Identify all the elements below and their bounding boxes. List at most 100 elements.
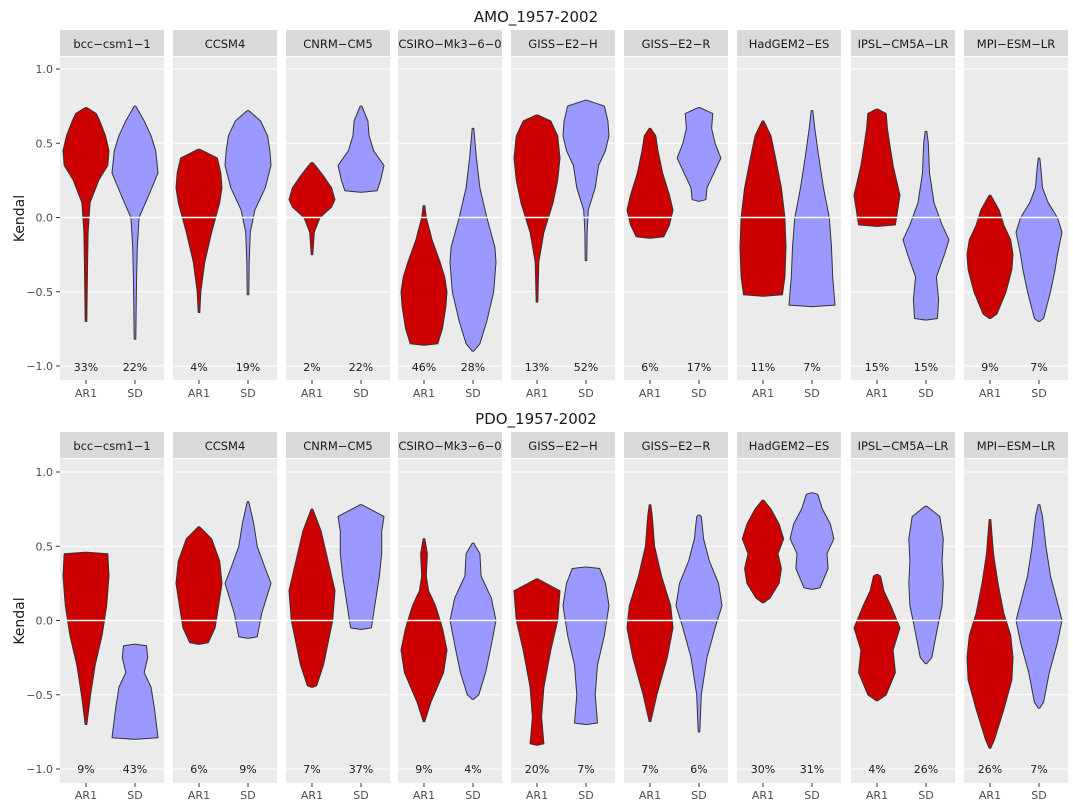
percent-label: 11%	[751, 361, 775, 374]
facet-label: CNRM−CM5	[303, 439, 372, 453]
x-tick-label: AR1	[301, 387, 323, 400]
y-tick-label: −1.0	[26, 763, 53, 776]
facet-strip	[173, 30, 277, 56]
x-tick-label: SD	[691, 789, 706, 802]
x-tick-label: AR1	[413, 789, 435, 802]
violin-ar1	[175, 148, 223, 313]
facet-label: bcc−csm1−1	[73, 37, 150, 51]
percent-label: 26%	[914, 763, 938, 776]
x-tick-label: AR1	[752, 387, 774, 400]
x-tick-label: AR1	[301, 789, 323, 802]
violin-ar1	[853, 108, 901, 227]
x-tick-label: SD	[465, 387, 480, 400]
x-tick-label: SD	[353, 789, 368, 802]
percent-label: 20%	[525, 763, 549, 776]
percent-label: 6%	[190, 763, 207, 776]
violin-sd	[337, 504, 385, 630]
facet-label: CCSM4	[205, 37, 246, 51]
facet-label: IPSL−CM5A−LR	[858, 439, 949, 453]
percent-label: 15%	[914, 361, 938, 374]
facet-strip	[286, 30, 390, 56]
facet-strip	[624, 30, 728, 56]
percent-label: 9%	[981, 361, 998, 374]
percent-label: 17%	[687, 361, 711, 374]
x-tick-label: AR1	[526, 387, 548, 400]
x-tick-label: AR1	[752, 789, 774, 802]
violin-ar1	[853, 574, 901, 702]
y-tick-label: 0.5	[36, 137, 54, 150]
facet-strip	[173, 432, 277, 458]
facet-label: MPI−ESM−LR	[977, 439, 1055, 453]
violin-ar1	[400, 538, 448, 722]
violin-ar1	[741, 499, 785, 604]
x-tick-label: SD	[804, 387, 819, 400]
percent-label: 37%	[349, 763, 373, 776]
chart-title: AMO_1957-2002	[474, 8, 598, 27]
facet-strip	[737, 30, 841, 56]
violin-ar1	[400, 205, 448, 346]
facet-strip	[398, 30, 502, 56]
violin-sd	[676, 107, 722, 202]
percent-label: 7%	[303, 763, 320, 776]
x-tick-label: AR1	[866, 387, 888, 400]
facet-strip	[851, 432, 955, 458]
facet-label: HadGEM2−ES	[749, 37, 830, 51]
percent-label: 4%	[190, 361, 207, 374]
facet-label: GISS−E2−R	[642, 37, 711, 51]
facet-label: CSIRO−Mk3−6−0	[398, 37, 501, 51]
percent-label: 6%	[641, 361, 658, 374]
facet-label: CCSM4	[205, 439, 246, 453]
x-tick-label: SD	[353, 387, 368, 400]
violin-ar1	[62, 551, 110, 725]
x-tick-label: AR1	[639, 789, 661, 802]
violin-ar1	[513, 114, 561, 303]
percent-label: 4%	[464, 763, 481, 776]
y-axis-label: Kendal	[12, 597, 28, 644]
percent-label: 15%	[865, 361, 889, 374]
y-tick-label: −0.5	[26, 286, 53, 299]
facet-label: GISS−E2−H	[528, 37, 597, 51]
y-tick-label: −0.5	[26, 689, 53, 702]
violin-ar1	[966, 194, 1014, 319]
percent-label: 7%	[1030, 361, 1047, 374]
x-tick-label: SD	[578, 387, 593, 400]
violin-sd	[224, 110, 272, 296]
facet-label: bcc−csm1−1	[73, 439, 150, 453]
percent-label: 22%	[123, 361, 147, 374]
violin-sd	[111, 643, 159, 740]
violin-sd	[908, 505, 944, 665]
x-tick-label: AR1	[866, 789, 888, 802]
violin-sd	[562, 566, 610, 725]
violin-sd	[789, 492, 835, 590]
facet-strip	[964, 30, 1068, 56]
violin-ar1	[966, 519, 1014, 749]
x-tick-label: SD	[127, 387, 142, 400]
panel-background	[286, 57, 390, 380]
y-tick-label: 0.0	[36, 615, 54, 628]
violin-sd	[788, 110, 836, 308]
violin-sd	[1015, 504, 1063, 709]
percent-label: 33%	[74, 361, 98, 374]
y-tick-label: 1.0	[36, 63, 54, 76]
x-tick-label: AR1	[979, 387, 1001, 400]
violin-sd	[562, 99, 610, 262]
x-tick-label: AR1	[75, 789, 97, 802]
facet-label: GISS−E2−R	[642, 439, 711, 453]
percent-label: 6%	[690, 763, 707, 776]
percent-label: 7%	[803, 361, 820, 374]
facet-label: GISS−E2−H	[528, 439, 597, 453]
x-tick-label: SD	[127, 789, 142, 802]
facet-strip	[60, 30, 164, 56]
x-tick-label: AR1	[979, 789, 1001, 802]
percent-label: 19%	[236, 361, 260, 374]
percent-label: 7%	[641, 763, 658, 776]
x-tick-label: SD	[918, 387, 933, 400]
x-tick-label: AR1	[526, 789, 548, 802]
violin-ar1	[739, 120, 787, 297]
facet-label: MPI−ESM−LR	[977, 37, 1055, 51]
x-tick-label: AR1	[188, 789, 210, 802]
percent-label: 28%	[461, 361, 485, 374]
facet-strip	[511, 432, 615, 458]
violin-sd	[1015, 157, 1063, 322]
